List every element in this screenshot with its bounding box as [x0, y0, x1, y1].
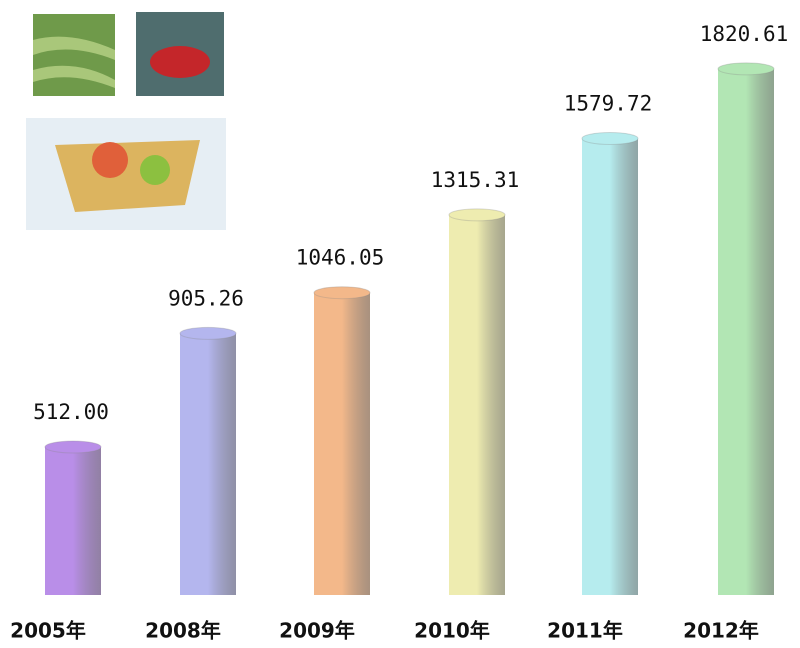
- photos: [26, 12, 226, 230]
- category-label: 2011年: [547, 619, 623, 643]
- category-label: 2009年: [279, 619, 355, 643]
- bar-cap: [582, 132, 638, 144]
- value-label: 1820.61: [700, 22, 789, 46]
- bar: [718, 69, 774, 595]
- bar: [449, 215, 505, 595]
- value-label: 1579.72: [564, 91, 653, 115]
- fruit: [92, 142, 128, 178]
- bar-cap: [180, 327, 236, 339]
- value-label: 1315.31: [431, 168, 520, 192]
- category-label: 2010年: [414, 619, 490, 643]
- value-label: 1046.05: [296, 246, 385, 270]
- car-shape: [150, 46, 210, 78]
- bar-cap: [314, 287, 370, 299]
- basket-goods: [55, 140, 200, 212]
- bar: [314, 293, 370, 595]
- chart: 512.00 2005年 905.26 2008年 1046.05 2009年 1315.3…: [0, 0, 800, 648]
- fruit: [140, 155, 170, 185]
- bar: [45, 447, 101, 595]
- bar-cap: [718, 63, 774, 75]
- value-label: 905.26: [168, 286, 244, 310]
- category-label: 2005年: [10, 619, 86, 643]
- category-label: 2012年: [683, 619, 759, 643]
- page: 512.00 2005年 905.26 2008年 1046.05 2009年 1315.3…: [0, 0, 800, 648]
- bar: [180, 333, 236, 595]
- value-label: 512.00: [33, 400, 109, 424]
- bar: [582, 138, 638, 595]
- bar-cap: [449, 209, 505, 221]
- bar-cap: [45, 441, 101, 453]
- category-label: 2008年: [145, 619, 221, 643]
